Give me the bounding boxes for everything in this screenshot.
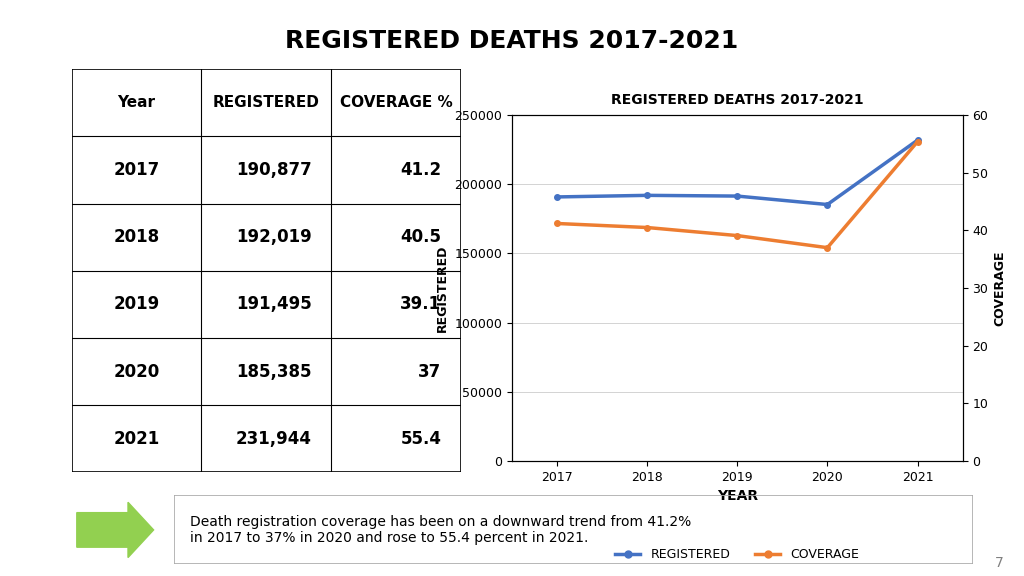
Text: REGISTERED DEATHS 2017-2021: REGISTERED DEATHS 2017-2021 <box>286 29 738 53</box>
Text: 7: 7 <box>994 556 1004 570</box>
Text: 40.5: 40.5 <box>400 228 441 246</box>
Text: 190,877: 190,877 <box>236 161 311 179</box>
Text: 2020: 2020 <box>114 362 160 381</box>
Text: 231,944: 231,944 <box>236 430 311 448</box>
Text: 2018: 2018 <box>114 228 160 246</box>
Title: REGISTERED DEATHS 2017-2021: REGISTERED DEATHS 2017-2021 <box>611 93 863 107</box>
Text: 192,019: 192,019 <box>236 228 311 246</box>
Text: COVERAGE %: COVERAGE % <box>340 95 453 110</box>
Text: REGISTERED: REGISTERED <box>213 95 319 110</box>
Y-axis label: COVERAGE: COVERAGE <box>994 250 1007 326</box>
Text: 2021: 2021 <box>114 430 160 448</box>
Text: 41.2: 41.2 <box>400 161 441 179</box>
Text: 55.4: 55.4 <box>400 430 441 448</box>
Legend: REGISTERED, COVERAGE: REGISTERED, COVERAGE <box>610 543 864 566</box>
X-axis label: YEAR: YEAR <box>717 489 758 503</box>
Text: 185,385: 185,385 <box>237 362 311 381</box>
Y-axis label: REGISTERED: REGISTERED <box>436 244 449 332</box>
Text: Year: Year <box>118 95 156 110</box>
Text: 2017: 2017 <box>114 161 160 179</box>
Text: Death registration coverage has been on a downward trend from 41.2%
in 2017 to 3: Death registration coverage has been on … <box>190 515 691 545</box>
Text: 2019: 2019 <box>114 295 160 313</box>
FancyArrow shape <box>77 502 154 558</box>
Text: 191,495: 191,495 <box>236 295 311 313</box>
Text: 39.1: 39.1 <box>400 295 441 313</box>
Text: 37: 37 <box>418 362 441 381</box>
